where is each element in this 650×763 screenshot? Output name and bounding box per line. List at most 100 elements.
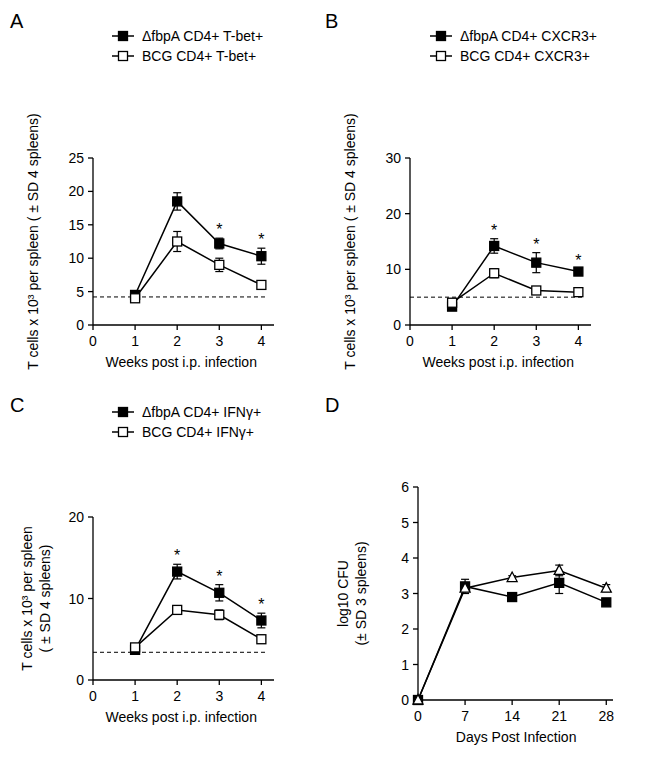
series-line — [135, 610, 261, 647]
x-axis — [93, 324, 274, 325]
x-tick — [219, 680, 220, 685]
x-tick — [511, 700, 512, 705]
y-tick-label: 2 — [401, 621, 409, 637]
data-point — [601, 583, 611, 593]
x-tick-label: 4 — [257, 333, 265, 349]
x-tick-label: 14 — [504, 708, 520, 724]
y-tick — [405, 213, 410, 214]
x-tick-label: 0 — [406, 333, 414, 349]
y-tick — [413, 664, 418, 665]
y-tick — [413, 522, 418, 523]
x-tick-label: 0 — [89, 688, 97, 704]
legend-item: BCG CD4+ T-bet+ — [112, 48, 256, 64]
error-bar — [532, 253, 540, 273]
x-tick — [606, 700, 607, 705]
data-point — [490, 269, 499, 278]
y-tick — [88, 291, 93, 292]
data-point — [131, 294, 140, 303]
legend-label: BCG CD4+ IFNγ+ — [142, 424, 254, 440]
plot-area — [93, 193, 268, 303]
y-tick — [413, 593, 418, 594]
data-point — [215, 239, 224, 248]
y-tick — [88, 516, 93, 517]
x-tick — [451, 325, 452, 330]
x-tick — [494, 325, 495, 330]
error-bar — [215, 258, 223, 271]
data-point — [215, 610, 224, 619]
panel-letter: C — [10, 394, 24, 416]
data-point — [173, 567, 182, 576]
x-tick — [261, 680, 262, 685]
y-tick-label: 5 — [401, 515, 409, 531]
y-tick-label: 15 — [68, 217, 84, 233]
y-axis-label: log10 CFU — [335, 560, 351, 627]
x-tick-label: 0 — [89, 333, 97, 349]
y-tick-label: 0 — [401, 692, 409, 708]
series-line — [135, 242, 261, 299]
panel: C0102001234Weeks post i.p. infectionT ce… — [10, 394, 274, 725]
error-bar — [490, 239, 498, 253]
x-tick-label: 4 — [574, 333, 582, 349]
error-cap — [532, 272, 540, 273]
data-point — [257, 635, 266, 644]
x-tick-label: 3 — [215, 333, 223, 349]
y-tick — [88, 157, 93, 158]
data-point — [574, 288, 583, 297]
panel-letter: A — [10, 10, 24, 32]
data-point — [414, 696, 423, 705]
y-axis-label: ( ± SD 4 spleens) — [37, 544, 53, 652]
data-point — [413, 695, 423, 705]
data-point — [173, 605, 182, 614]
legend-marker — [437, 52, 446, 61]
series-line — [452, 273, 578, 303]
data-point — [554, 565, 564, 575]
data-point — [508, 593, 517, 602]
y-tick-label: 20 — [385, 206, 401, 222]
y-tick — [413, 628, 418, 629]
x-tick — [464, 700, 465, 705]
x-tick-label: 0 — [414, 708, 422, 724]
error-cap — [555, 593, 563, 594]
data-point — [532, 286, 541, 295]
data-point — [602, 598, 611, 607]
error-bar — [257, 635, 265, 643]
y-tick-label: 10 — [68, 591, 84, 607]
y-tick-label: 20 — [68, 183, 84, 199]
error-bar — [215, 238, 223, 249]
y-tick-label: 3 — [401, 586, 409, 602]
significance-mark: * — [491, 222, 497, 239]
data-point — [257, 616, 266, 625]
figure: A051015202501234Weeks post i.p. infectio… — [0, 0, 650, 763]
x-tick-label: 28 — [598, 708, 614, 724]
y-tick-label: 20 — [68, 509, 84, 525]
panel: D012345607142128Days Post Infectionlog10… — [325, 394, 614, 745]
data-point — [257, 280, 266, 289]
baseline — [93, 652, 268, 653]
y-axis-label: T cells x 10³ per spleen ( ± SD 4 spleen… — [25, 113, 41, 369]
baseline — [410, 297, 585, 298]
legend-item: BCG CD4+ IFNγ+ — [112, 424, 254, 440]
x-tick-label: 3 — [215, 688, 223, 704]
y-tick — [405, 324, 410, 325]
x-tick-label: 4 — [257, 688, 265, 704]
series-line — [418, 570, 606, 700]
y-axis-label: (± SD 3 spleens) — [353, 541, 369, 645]
legend-marker — [119, 428, 128, 437]
x-tick — [219, 325, 220, 330]
y-tick-label: 10 — [68, 250, 84, 266]
x-tick-label: 2 — [490, 333, 498, 349]
y-tick — [88, 598, 93, 599]
x-tick-label: 3 — [532, 333, 540, 349]
data-point — [173, 237, 182, 246]
series-line — [452, 246, 578, 307]
data-point — [131, 643, 140, 652]
legend-item: ΔfbpA CD4+ IFNγ+ — [112, 404, 261, 420]
error-bar — [173, 193, 181, 210]
legend-marker — [119, 408, 128, 417]
x-tick-label: 1 — [448, 333, 456, 349]
x-tick — [92, 680, 93, 685]
y-tick-label: 5 — [76, 284, 84, 300]
y-axis — [409, 158, 410, 325]
significance-mark: * — [174, 547, 180, 564]
y-tick-label: 30 — [385, 150, 401, 166]
